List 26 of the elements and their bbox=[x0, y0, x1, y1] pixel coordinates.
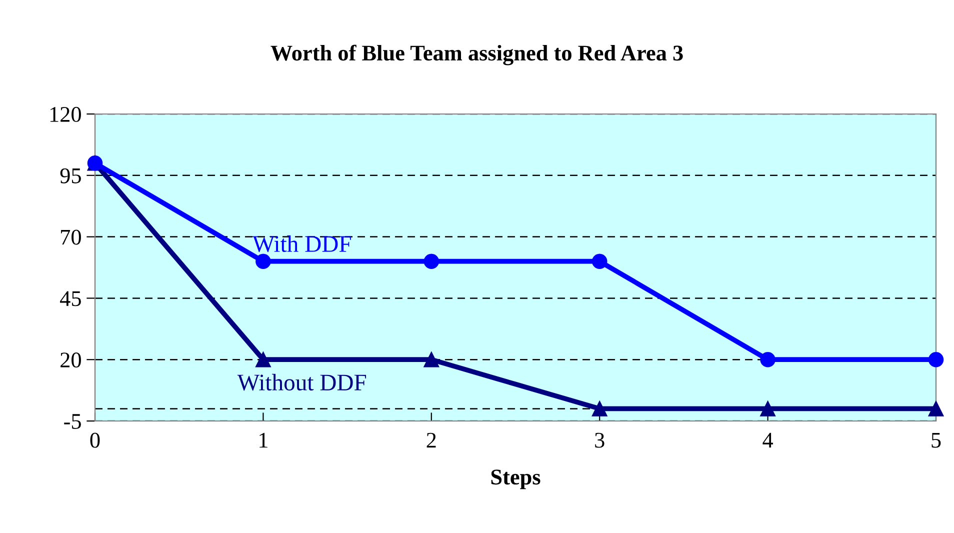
y-tick-label: 70 bbox=[61, 230, 81, 245]
series-label: With DDF bbox=[252, 235, 351, 252]
x-axis-title: Steps bbox=[491, 470, 540, 490]
point bbox=[592, 254, 608, 269]
x-tick-label: 3 bbox=[595, 432, 604, 448]
point bbox=[256, 254, 271, 269]
x-tick-label: 2 bbox=[426, 432, 436, 448]
x-tick-label: 5 bbox=[932, 432, 941, 448]
y-tick-label: 120 bbox=[50, 106, 81, 122]
y-tick-label: 95 bbox=[60, 168, 81, 184]
chart-title: Worth of Blue Team assigned to Red Area 3 bbox=[270, 44, 683, 66]
series-label: Without DDF bbox=[237, 374, 366, 391]
x-tick-label: 0 bbox=[90, 432, 100, 448]
y-tick-label: 20 bbox=[60, 352, 81, 368]
point bbox=[760, 352, 776, 368]
point bbox=[424, 254, 440, 269]
point bbox=[760, 401, 776, 416]
x-tick-label: 1 bbox=[260, 432, 268, 448]
point bbox=[256, 352, 271, 368]
x-tick-label: 4 bbox=[762, 432, 774, 448]
y-tick-label: 45 bbox=[60, 291, 81, 306]
point bbox=[424, 352, 440, 368]
y-tick-label: -5 bbox=[64, 414, 81, 429]
point bbox=[928, 401, 944, 416]
point bbox=[928, 352, 944, 368]
point bbox=[592, 401, 608, 416]
